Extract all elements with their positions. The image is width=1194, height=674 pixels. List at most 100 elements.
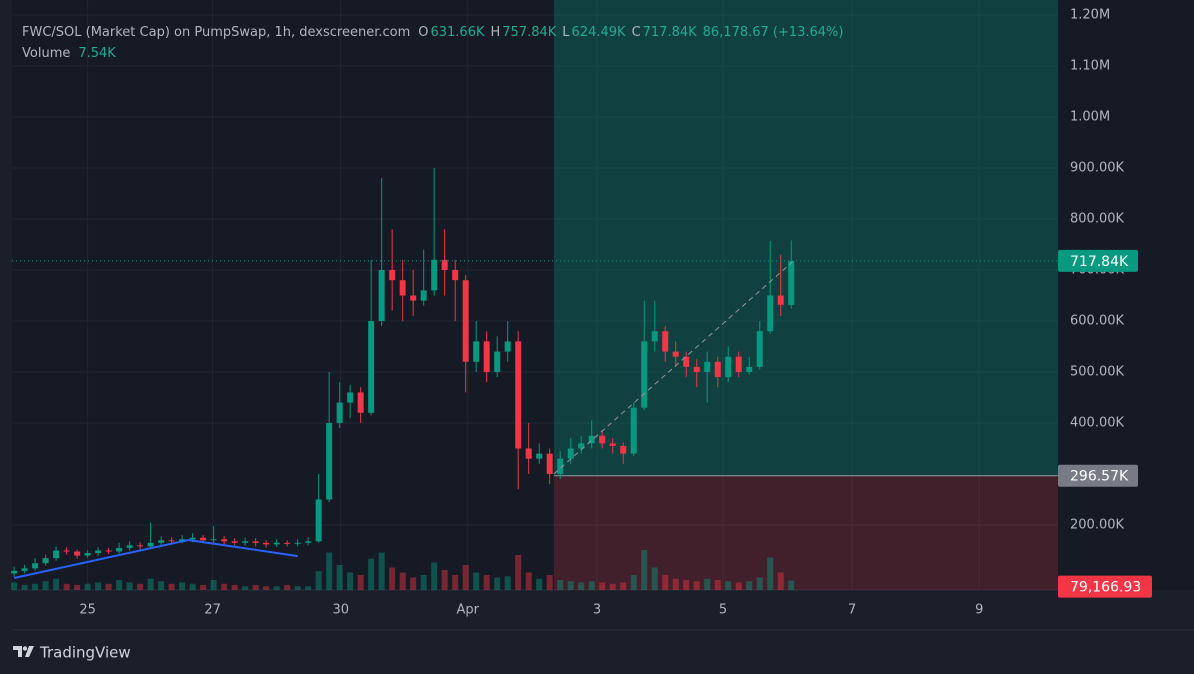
candle-body xyxy=(116,547,123,552)
candle-body xyxy=(137,545,144,547)
candle-body xyxy=(294,542,301,544)
candle-body xyxy=(21,568,28,571)
x-tick-label: Apr xyxy=(457,603,480,618)
candle-body xyxy=(725,356,732,378)
candle-body xyxy=(53,550,60,559)
candle-body xyxy=(273,542,280,545)
volume-bar xyxy=(504,576,511,590)
volume-bar xyxy=(420,575,427,590)
volume-bar xyxy=(788,580,795,590)
volume-bar xyxy=(189,583,196,590)
volume-bar xyxy=(641,550,648,590)
volume-bar xyxy=(767,557,774,590)
price-tag-label: 79,166.93 xyxy=(1070,580,1141,596)
candle-body xyxy=(441,259,448,270)
readout-key: C xyxy=(631,25,641,40)
readout-key: H xyxy=(490,25,501,40)
candle-body xyxy=(662,331,669,352)
candle-body xyxy=(95,550,102,554)
volume-bar xyxy=(546,575,553,590)
candle-body xyxy=(347,392,354,403)
candle-body xyxy=(42,558,49,564)
candle-body xyxy=(683,356,690,367)
volume-bar xyxy=(53,578,60,590)
volume-bar xyxy=(158,581,165,590)
volume-bar xyxy=(378,552,385,590)
candle-body xyxy=(672,351,679,357)
price-tag xyxy=(1058,249,1138,272)
candle-body xyxy=(389,270,396,281)
volume-bar xyxy=(252,585,259,590)
volume-bar xyxy=(609,583,616,590)
volume-bar xyxy=(567,581,574,590)
volume-bar xyxy=(399,572,406,590)
volume-bar xyxy=(683,580,690,590)
volume-bar xyxy=(368,558,375,590)
x-tick-label: 3 xyxy=(593,603,601,618)
projection-line xyxy=(553,261,793,475)
candle-body xyxy=(263,542,270,545)
volume-bar xyxy=(263,586,270,590)
volume-bar xyxy=(105,583,112,590)
legend: FWC/SOL (Market Cap) on PumpSwap, 1h, de… xyxy=(22,22,849,64)
volume-bar xyxy=(777,572,784,590)
volume-bar xyxy=(231,585,238,590)
candle-body xyxy=(326,422,333,500)
candle-body xyxy=(767,295,774,332)
trend-line xyxy=(13,538,298,579)
candle-body xyxy=(704,361,711,372)
candle-body xyxy=(599,435,606,444)
volume-bar xyxy=(651,567,658,590)
volume-bar xyxy=(452,575,459,590)
candle-body xyxy=(630,407,637,454)
volume-bar xyxy=(483,575,490,590)
candle-body xyxy=(777,295,784,305)
volume-bar xyxy=(347,572,354,590)
volume-bar xyxy=(515,555,522,590)
volume-bar xyxy=(326,552,333,590)
price-tag-label: 717.84K xyxy=(1070,254,1129,270)
candle-body xyxy=(788,260,795,305)
candle-body xyxy=(32,563,39,569)
candle-body xyxy=(420,290,427,301)
candle-body xyxy=(74,551,81,556)
candle-body xyxy=(284,542,291,544)
volume-bar xyxy=(462,565,469,590)
volume-bar xyxy=(32,583,39,590)
x-tick-label: 25 xyxy=(79,603,96,618)
readout-value: 624.49K xyxy=(571,25,626,40)
chart-title: FWC/SOL (Market Cap) on PumpSwap, 1h, de… xyxy=(22,25,411,40)
volume-bar xyxy=(599,582,606,590)
candle-body xyxy=(620,445,627,454)
volume-bar xyxy=(126,582,133,590)
candle-body xyxy=(126,545,133,548)
y-tick-label: 400.00K xyxy=(1070,415,1124,430)
candle-body xyxy=(504,341,511,352)
readout-value: 757.84K xyxy=(502,25,557,40)
y-tick-label: 500.00K xyxy=(1070,364,1124,379)
y-tick-label: 900.00K xyxy=(1070,161,1124,176)
candle-body xyxy=(735,356,742,372)
volume-bar xyxy=(284,585,291,590)
readout-key: L xyxy=(562,25,570,40)
volume-bar xyxy=(179,582,186,590)
volume-bar xyxy=(11,582,18,590)
price-tag-label: 296.57K xyxy=(1070,469,1129,485)
y-tick-label: 800.00K xyxy=(1070,212,1124,227)
candle-body xyxy=(609,443,616,446)
volume-bar xyxy=(494,577,501,590)
y-tick-label: 1.10M xyxy=(1070,59,1110,74)
x-tick-label: 30 xyxy=(332,603,349,618)
y-tick-label: 200.00K xyxy=(1070,517,1124,532)
candle-body xyxy=(210,539,217,541)
volume-bar xyxy=(588,581,595,590)
volume-bar xyxy=(42,581,49,590)
candle-body xyxy=(242,541,249,543)
candle-body xyxy=(578,443,585,449)
candle-body xyxy=(11,570,18,574)
candle-body xyxy=(473,341,480,362)
candle-body xyxy=(452,270,459,281)
candle-body xyxy=(368,320,375,413)
